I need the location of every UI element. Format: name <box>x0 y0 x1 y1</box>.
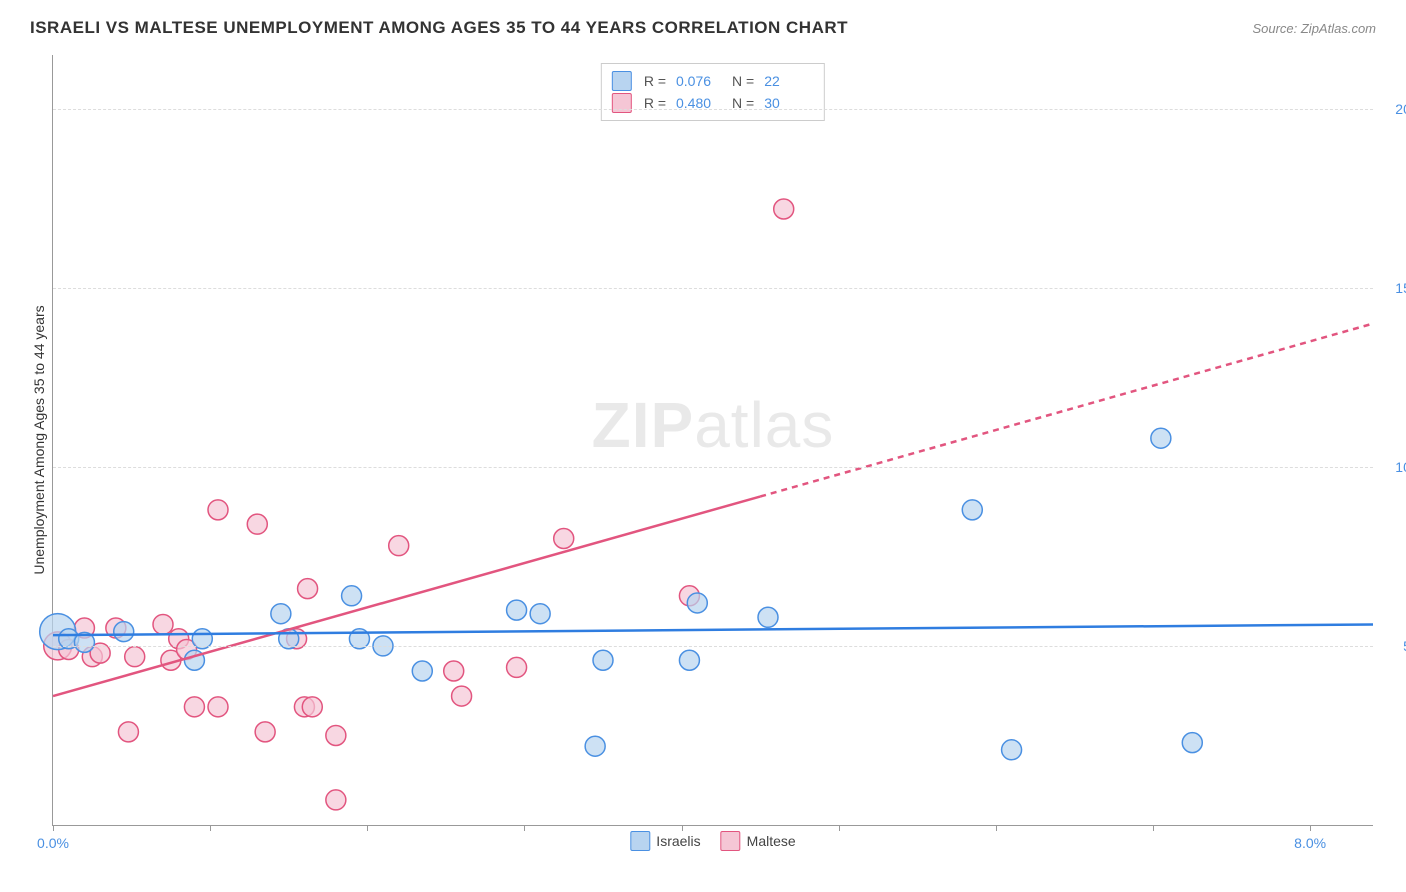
stat-value: 22 <box>764 70 808 92</box>
legend-label: Israelis <box>656 833 700 849</box>
x-tick <box>524 825 525 831</box>
scatter-point <box>118 722 138 742</box>
gridline <box>53 288 1373 289</box>
x-tick <box>1153 825 1154 831</box>
scatter-point <box>208 697 228 717</box>
scatter-point <box>114 622 134 642</box>
stat-value: 0.480 <box>676 92 720 114</box>
stat-key: N = <box>732 92 754 114</box>
correlation-stats-box: R = 0.076 N = 22 R = 0.480 N = 30 <box>601 63 825 121</box>
legend-swatch-icon <box>612 71 632 91</box>
stat-key: R = <box>644 92 666 114</box>
bottom-legend: Israelis Maltese <box>630 831 795 851</box>
scatter-point <box>452 686 472 706</box>
scatter-point <box>302 697 322 717</box>
x-tick <box>682 825 683 831</box>
scatter-point <box>342 586 362 606</box>
gridline <box>53 109 1373 110</box>
legend-swatch-icon <box>721 831 741 851</box>
scatter-point <box>507 657 527 677</box>
x-tick <box>367 825 368 831</box>
scatter-point <box>758 607 778 627</box>
scatter-point <box>255 722 275 742</box>
scatter-point <box>1151 428 1171 448</box>
scatter-point <box>247 514 267 534</box>
scatter-point <box>679 650 699 670</box>
x-tick-label: 0.0% <box>37 835 69 851</box>
legend-swatch-icon <box>630 831 650 851</box>
x-tick <box>210 825 211 831</box>
trend-line <box>760 324 1373 497</box>
scatter-point <box>389 536 409 556</box>
x-tick <box>1310 825 1311 831</box>
trend-line <box>53 497 760 697</box>
stat-value: 0.076 <box>676 70 720 92</box>
scatter-point <box>1182 733 1202 753</box>
y-tick-label: 15.0% <box>1395 280 1406 296</box>
scatter-point <box>298 579 318 599</box>
scatter-point <box>774 199 794 219</box>
trend-line <box>53 624 1373 635</box>
scatter-plot-svg <box>53 55 1373 825</box>
gridline <box>53 646 1373 647</box>
scatter-point <box>326 790 346 810</box>
x-tick-label: 8.0% <box>1294 835 1326 851</box>
x-tick <box>839 825 840 831</box>
legend-swatch-icon <box>612 93 632 113</box>
scatter-point <box>1002 740 1022 760</box>
scatter-point <box>326 725 346 745</box>
scatter-point <box>271 604 291 624</box>
gridline <box>53 467 1373 468</box>
scatter-point <box>444 661 464 681</box>
y-axis-label: Unemployment Among Ages 35 to 44 years <box>31 305 47 574</box>
stats-row: R = 0.076 N = 22 <box>612 70 808 92</box>
legend-item: Israelis <box>630 831 700 851</box>
source-attribution: Source: ZipAtlas.com <box>1252 21 1376 36</box>
stat-value: 30 <box>764 92 808 114</box>
legend-label: Maltese <box>747 833 796 849</box>
scatter-point <box>412 661 432 681</box>
scatter-point <box>530 604 550 624</box>
scatter-point <box>125 647 145 667</box>
scatter-point <box>184 697 204 717</box>
chart-title: ISRAELI VS MALTESE UNEMPLOYMENT AMONG AG… <box>30 18 848 38</box>
x-tick <box>996 825 997 831</box>
y-tick-label: 10.0% <box>1395 459 1406 475</box>
header: ISRAELI VS MALTESE UNEMPLOYMENT AMONG AG… <box>0 0 1406 52</box>
scatter-point <box>507 600 527 620</box>
scatter-point <box>962 500 982 520</box>
y-tick-label: 20.0% <box>1395 101 1406 117</box>
scatter-point <box>153 614 173 634</box>
scatter-point <box>554 528 574 548</box>
stats-row: R = 0.480 N = 30 <box>612 92 808 114</box>
stat-key: R = <box>644 70 666 92</box>
x-tick <box>53 825 54 831</box>
scatter-point <box>687 593 707 613</box>
plot-area: Unemployment Among Ages 35 to 44 years Z… <box>52 55 1373 826</box>
stat-key: N = <box>732 70 754 92</box>
scatter-point <box>593 650 613 670</box>
scatter-point <box>208 500 228 520</box>
legend-item: Maltese <box>721 831 796 851</box>
scatter-point <box>585 736 605 756</box>
